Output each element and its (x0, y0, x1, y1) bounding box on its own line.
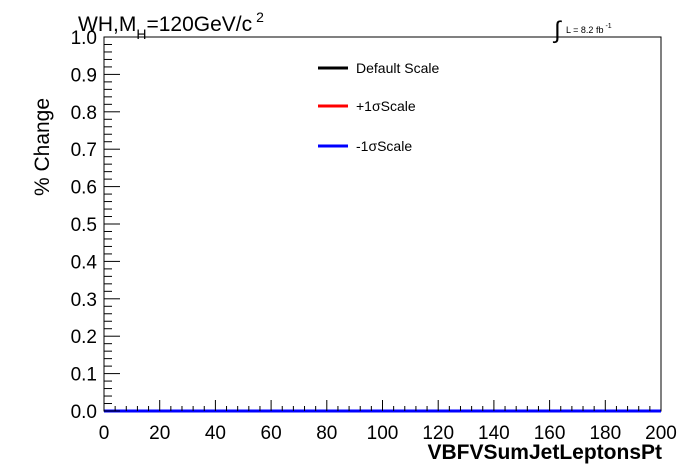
x-tick-label: 160 (534, 423, 566, 444)
x-tick-label: 120 (422, 423, 454, 444)
x-tick-label: 180 (589, 423, 621, 444)
x-tick-label: 200 (645, 423, 677, 444)
y-tick-label: 0.4 (71, 252, 98, 273)
x-axis-ticks: 0 20 40 60 80 100 120 140 160 180 200 (99, 400, 677, 444)
legend-label-plus1sigma: +1σScale (356, 98, 416, 114)
y-tick-label: 0.1 (71, 365, 97, 386)
y-tick-label: 0.7 (71, 140, 97, 161)
x-tick-label: 100 (367, 423, 399, 444)
legend-label-minus1sigma: -1σScale (356, 138, 412, 154)
y-tick-label: 0.3 (71, 290, 97, 311)
x-tick-label: 40 (205, 423, 226, 444)
x-tick-label: 140 (478, 423, 510, 444)
legend-label-default: Default Scale (356, 60, 439, 76)
y-tick-label: 0.8 (71, 103, 97, 124)
chart-title: WH,MH=120GeV/c 2 (78, 9, 264, 42)
y-tick-label: 0.6 (71, 178, 97, 199)
y-tick-label: 0.0 (71, 402, 97, 423)
lumi-integral-symbol: ∫ (552, 17, 562, 44)
y-tick-label: 1.0 (71, 28, 97, 49)
y-tick-label: 0.5 (71, 215, 97, 236)
lumi-label: L = 8.2 fb -1 (566, 23, 612, 35)
y-tick-label: 0.2 (71, 327, 97, 348)
x-tick-label: 80 (316, 423, 337, 444)
x-axis-label: VBFVSumJetLeptonsPt (427, 441, 662, 464)
x-tick-label: 20 (149, 423, 170, 444)
plot-frame (103, 36, 662, 412)
x-tick-label: 60 (261, 423, 282, 444)
x-tick-label: 0 (99, 423, 110, 444)
y-axis-ticks: 0.0 0.1 0.2 0.3 0.4 0.5 0.6 0.7 0.8 0.9 1.0 (71, 28, 120, 423)
y-tick-label: 0.9 (71, 65, 97, 86)
y-axis-label: % Change (31, 98, 54, 196)
legend: Default Scale +1σScale -1σScale (318, 60, 439, 154)
